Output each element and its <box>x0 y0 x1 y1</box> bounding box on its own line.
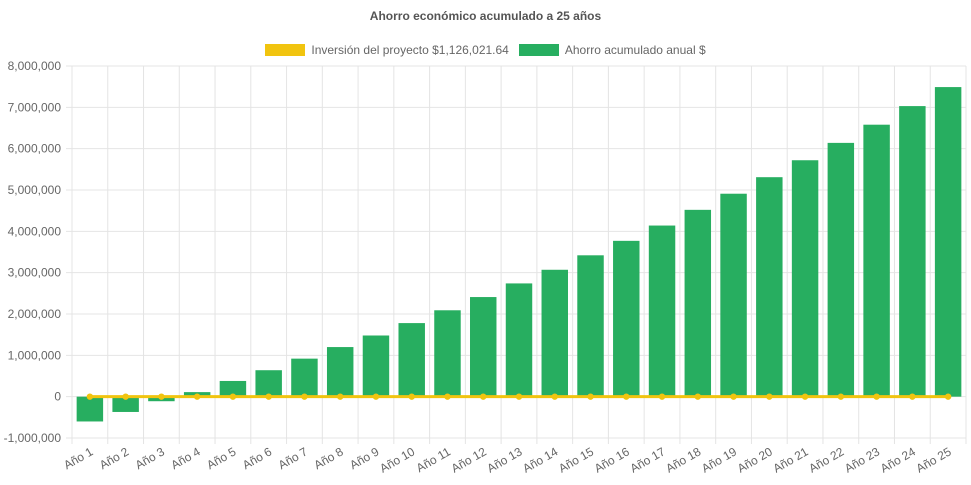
point-investment <box>551 393 558 400</box>
x-tick-label: Año 8 <box>312 444 346 472</box>
point-investment <box>587 393 594 400</box>
bar-savings <box>326 347 354 397</box>
x-tick-label: Año 15 <box>556 444 596 475</box>
y-tick-label: -1,000,000 <box>4 431 62 445</box>
x-tick-label: Año 14 <box>520 444 560 475</box>
y-tick-label: 3,000,000 <box>8 266 62 280</box>
bar-savings <box>720 193 747 397</box>
bar-savings <box>362 335 390 397</box>
legend-item-investment[interactable]: Inversión del proyecto $1,126,021.64 <box>265 43 509 57</box>
x-tick-label: Año 6 <box>240 444 274 472</box>
y-tick-label: 1,000,000 <box>8 348 62 362</box>
y-tick-label: 5,000,000 <box>8 183 62 197</box>
bar-savings <box>684 209 712 397</box>
x-tick-label: Año 2 <box>97 444 131 472</box>
x-tick-label: Año 10 <box>377 444 417 475</box>
bar-savings <box>470 297 497 397</box>
point-investment <box>873 393 880 400</box>
bar-savings <box>255 370 282 397</box>
point-investment <box>158 393 165 400</box>
point-investment <box>515 393 523 400</box>
bar-savings <box>899 106 926 397</box>
bar-savings <box>648 225 676 397</box>
x-tick-label: Año 4 <box>169 444 203 472</box>
point-investment <box>694 393 701 400</box>
bar-savings <box>76 396 104 422</box>
bar-savings <box>613 240 640 397</box>
point-investment <box>265 393 272 400</box>
x-tick-label: Año 18 <box>663 444 703 475</box>
x-tick-label: Año 5 <box>204 444 238 472</box>
x-tick-label: Año 12 <box>449 444 489 475</box>
bar-savings <box>756 177 783 397</box>
x-tick-label: Año 16 <box>592 444 632 475</box>
x-tick-label: Año 22 <box>806 444 846 475</box>
point-investment <box>944 393 952 400</box>
y-tick-label: 2,000,000 <box>8 307 62 321</box>
bar-savings <box>934 87 962 397</box>
x-tick-label: Año 3 <box>133 444 167 472</box>
point-investment <box>301 393 308 400</box>
x-tick-label: Año 13 <box>485 444 525 475</box>
point-investment <box>801 393 809 400</box>
bar-savings <box>291 358 318 397</box>
x-tick-label: Año 9 <box>347 444 381 472</box>
bar-savings <box>434 310 461 397</box>
legend-swatch-savings <box>518 44 559 56</box>
x-tick-label: Año 19 <box>699 444 739 475</box>
point-investment <box>623 393 630 400</box>
point-investment <box>444 393 451 400</box>
x-tick-label: Año 20 <box>735 444 775 475</box>
point-investment <box>909 393 916 400</box>
x-tick-label: Año 23 <box>842 444 882 475</box>
bar-savings <box>541 269 568 397</box>
bar-savings <box>505 283 533 397</box>
legend: Inversión del proyecto $1,126,021.64 Aho… <box>0 41 971 59</box>
bar-savings <box>791 160 819 397</box>
x-tick-label: Año 7 <box>276 444 310 472</box>
x-tick-label: Año 11 <box>414 444 453 475</box>
y-tick-label: 7,000,000 <box>8 100 62 114</box>
x-tick-label: Año 25 <box>914 444 954 475</box>
y-tick-label: 8,000,000 <box>8 59 62 73</box>
point-investment <box>122 393 129 400</box>
point-investment <box>86 393 94 400</box>
point-investment <box>480 393 487 400</box>
x-tick-label: Año 1 <box>61 444 95 472</box>
point-investment <box>372 393 380 400</box>
bar-savings <box>398 323 425 397</box>
chart-title: Ahorro económico acumulado a 25 años <box>369 9 602 23</box>
bar-savings <box>219 380 247 397</box>
bar-savings <box>112 396 139 412</box>
y-tick-label: 4,000,000 <box>8 224 62 238</box>
legend-label-savings: Ahorro acumulado anual $ <box>564 43 706 57</box>
point-investment <box>837 393 845 400</box>
point-investment <box>730 393 737 400</box>
point-investment <box>766 393 773 400</box>
point-investment <box>408 393 415 400</box>
bar-savings <box>577 255 604 397</box>
point-investment <box>193 393 201 400</box>
point-investment <box>229 393 237 400</box>
bar-savings <box>827 142 855 397</box>
legend-label-investment: Inversión del proyecto $1,126,021.64 <box>311 43 509 57</box>
x-tick-label: Año 17 <box>628 444 668 475</box>
bar-savings <box>863 124 890 397</box>
x-tick-label: Año 24 <box>878 444 918 475</box>
x-tick-label: Año 21 <box>771 444 811 475</box>
point-investment <box>337 393 344 400</box>
y-tick-label: 0 <box>54 390 61 404</box>
legend-item-savings[interactable]: Ahorro acumulado anual $ <box>518 43 706 57</box>
y-tick-label: 6,000,000 <box>8 142 62 156</box>
legend-swatch-investment <box>265 44 306 56</box>
point-investment <box>658 393 666 400</box>
